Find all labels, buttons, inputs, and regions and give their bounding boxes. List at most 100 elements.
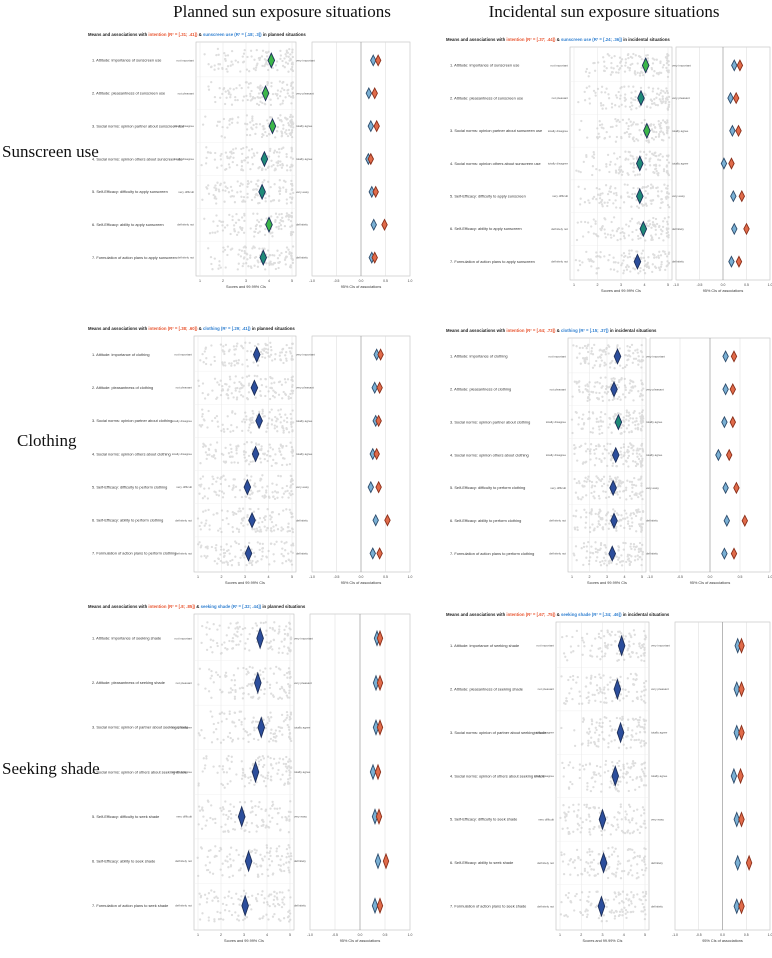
- jitter-point: [291, 65, 294, 69]
- jitter-point: [212, 731, 215, 734]
- jitter-point: [242, 666, 245, 670]
- jitter-point: [203, 350, 206, 353]
- jitter-point: [591, 431, 594, 434]
- jitter-point: [598, 201, 601, 205]
- panel-title-part-1: intention (R² = [.37; .44]): [506, 37, 556, 42]
- jitter-point: [238, 710, 241, 713]
- jitter-point: [643, 646, 646, 650]
- jitter-point: [582, 641, 586, 644]
- jitter-point: [631, 760, 635, 763]
- jitter-point: [624, 816, 627, 819]
- jitter-point: [608, 187, 612, 190]
- jitter-point: [253, 482, 257, 485]
- jitter-point: [626, 728, 630, 732]
- jitter-point: [586, 221, 590, 224]
- jitter-point: [630, 818, 634, 822]
- jitter-point: [205, 901, 209, 904]
- jitter-point: [240, 495, 244, 499]
- panel-title-part-2: &: [197, 32, 203, 37]
- anchor-high-label: very easy: [651, 817, 664, 821]
- jitter-point: [275, 491, 279, 494]
- jitter-point: [241, 863, 245, 866]
- jitter-point: [591, 427, 595, 430]
- jitter-point: [645, 222, 648, 225]
- assoc-tick-label: 1.0: [408, 279, 413, 283]
- jitter-point: [268, 417, 271, 420]
- jitter-point: [279, 54, 283, 57]
- jitter-point: [623, 637, 626, 641]
- jitter-point: [664, 122, 668, 125]
- jitter-point: [218, 190, 221, 193]
- jitter-point: [624, 61, 628, 64]
- jitter-point: [284, 490, 287, 493]
- jitter-point: [601, 691, 604, 694]
- anchor-low-label: totally disagree: [548, 129, 569, 133]
- jitter-point: [628, 553, 631, 557]
- jitter-point: [255, 527, 258, 530]
- mean-diamond: [260, 150, 269, 168]
- jitter-point: [245, 358, 249, 362]
- row-title-shade: Seeking shade: [2, 759, 100, 778]
- jitter-point: [620, 456, 623, 459]
- jitter-point: [240, 720, 243, 724]
- jitter-point: [261, 547, 265, 550]
- jitter-point: [254, 68, 257, 72]
- assoc-diamond-intention: [375, 414, 382, 428]
- jitter-point: [216, 47, 220, 51]
- jitter-point: [651, 270, 654, 274]
- jitter-point: [240, 518, 244, 521]
- jitter-point: [660, 138, 664, 142]
- jitter-point: [613, 54, 616, 58]
- jitter-point: [603, 457, 606, 460]
- jitter-point: [289, 225, 292, 228]
- assoc-diamond-behaviour: [715, 448, 722, 462]
- jitter-point: [268, 411, 271, 414]
- jitter-point: [279, 919, 282, 922]
- jitter-point: [236, 98, 239, 102]
- jitter-points: [560, 846, 648, 880]
- jitter-point: [596, 193, 600, 196]
- jitter-point: [623, 869, 626, 873]
- jitter-point: [588, 97, 591, 100]
- jitter-point: [605, 385, 608, 388]
- jitter-point: [655, 256, 658, 259]
- jitter-point: [635, 511, 639, 514]
- jitter-point: [281, 496, 284, 499]
- item-label: 2. Attitude: pleasantness of clothing: [92, 385, 153, 390]
- jitter-point: [606, 464, 609, 468]
- jitter-point: [659, 206, 662, 210]
- jitter-point: [291, 157, 295, 160]
- jitter-point: [600, 782, 603, 786]
- jitter-point: [258, 86, 261, 89]
- jitter-point: [600, 460, 603, 464]
- item-label: 4. Social norms: opinion others about cl…: [450, 452, 529, 457]
- jitter-point: [616, 677, 619, 680]
- jitter-point: [616, 157, 619, 160]
- jitter-point: [634, 514, 638, 518]
- jitter-point: [238, 800, 242, 804]
- jitter-point: [631, 729, 634, 732]
- jitter-point: [223, 57, 227, 61]
- jitter-point: [221, 496, 225, 499]
- jitter-point: [235, 233, 239, 237]
- jitter-point: [264, 227, 267, 231]
- jitter-point: [636, 62, 639, 65]
- jitter-point: [625, 498, 628, 501]
- jitter-point: [205, 757, 208, 760]
- jitter-point: [614, 261, 617, 264]
- jitter-point: [640, 366, 643, 369]
- jitter-point: [615, 562, 618, 566]
- jitter-point: [617, 556, 621, 559]
- jitter-point: [627, 557, 630, 560]
- anchor-high-label: very easy: [296, 485, 309, 489]
- jitter-point: [250, 561, 253, 565]
- jitter-point: [597, 739, 600, 743]
- jitter-point: [237, 563, 241, 567]
- jitter-point: [247, 384, 251, 387]
- jitter-point: [609, 724, 612, 728]
- jitter-point: [278, 413, 281, 416]
- jitter-point: [230, 189, 234, 192]
- jitter-point: [219, 548, 223, 551]
- jitter-point: [636, 205, 639, 208]
- jitter-points: [199, 341, 294, 368]
